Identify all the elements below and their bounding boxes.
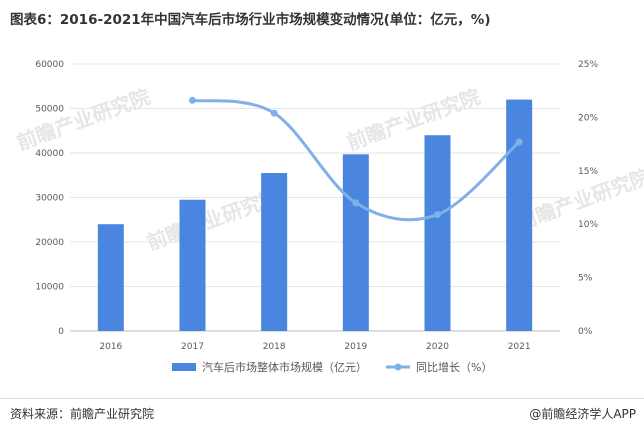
left-axis-ticks: 0 10000 20000 30000 40000 50000 60000 bbox=[35, 60, 64, 337]
chart-title: 图表6：2016-2021年中国汽车后市场行业市场规模变动情况(单位：亿元，%) bbox=[10, 12, 491, 28]
left-axis-tick: 0 bbox=[58, 327, 64, 337]
bar-2019 bbox=[342, 154, 369, 331]
legend-line-dot bbox=[394, 363, 402, 371]
growth-point-2020 bbox=[434, 211, 441, 219]
growth-point-2021 bbox=[515, 138, 523, 146]
watermark-text-0: 前瞻产业研究院 bbox=[14, 84, 154, 154]
bar-2021 bbox=[506, 99, 533, 331]
watermark-text-2: 前瞻产业研究院 bbox=[344, 84, 484, 154]
bar-series bbox=[97, 99, 533, 331]
x-axis-tick: 2018 bbox=[263, 342, 286, 352]
x-axis-tick: 2019 bbox=[344, 342, 367, 352]
right-axis-tick: 15% bbox=[578, 167, 598, 177]
brand-handle: @前瞻经济学人APP bbox=[529, 407, 636, 421]
bar-2016 bbox=[97, 224, 124, 331]
left-axis-tick: 40000 bbox=[35, 149, 64, 159]
growth-point-2017 bbox=[189, 96, 196, 104]
x-axis-ticks: 2016 2017 2018 2019 2020 2021 bbox=[99, 342, 530, 352]
right-axis-tick: 10% bbox=[578, 220, 598, 230]
x-axis-tick: 2017 bbox=[181, 342, 204, 352]
left-axis-tick: 60000 bbox=[35, 60, 64, 70]
left-axis-tick: 10000 bbox=[35, 283, 64, 293]
right-axis-ticks: 0% 5% 10% 15% 20% 25% bbox=[578, 60, 598, 337]
gridlines bbox=[70, 63, 560, 332]
legend-bar-label: 汽车后市场整体市场规模（亿元） bbox=[202, 360, 367, 374]
bar-2017 bbox=[179, 199, 206, 331]
x-axis-tick: 2021 bbox=[508, 342, 531, 352]
right-axis-tick: 25% bbox=[578, 60, 598, 70]
growth-point-2019 bbox=[352, 199, 360, 207]
bar-2020 bbox=[424, 135, 451, 331]
right-axis-tick: 5% bbox=[578, 274, 593, 284]
bar-2018 bbox=[261, 173, 288, 331]
right-axis-tick: 20% bbox=[578, 113, 598, 123]
growth-points bbox=[189, 96, 523, 219]
growth-point-2018 bbox=[270, 109, 278, 117]
legend-line-label: 同比增长（%） bbox=[416, 360, 492, 374]
legend: 汽车后市场整体市场规模（亿元） 同比增长（%） bbox=[172, 360, 492, 374]
left-axis-tick: 20000 bbox=[35, 238, 64, 248]
x-axis-tick: 2016 bbox=[99, 342, 122, 352]
x-axis-tick: 2020 bbox=[426, 342, 449, 352]
right-axis-tick: 0% bbox=[578, 327, 593, 337]
left-axis-tick: 30000 bbox=[35, 194, 64, 204]
legend-bar-swatch bbox=[172, 363, 196, 371]
footer: 资料来源：前瞻产业研究院 @前瞻经济学人APP bbox=[0, 398, 644, 432]
source-note: 资料来源：前瞻产业研究院 bbox=[10, 407, 155, 421]
left-axis-tick: 50000 bbox=[35, 105, 64, 115]
